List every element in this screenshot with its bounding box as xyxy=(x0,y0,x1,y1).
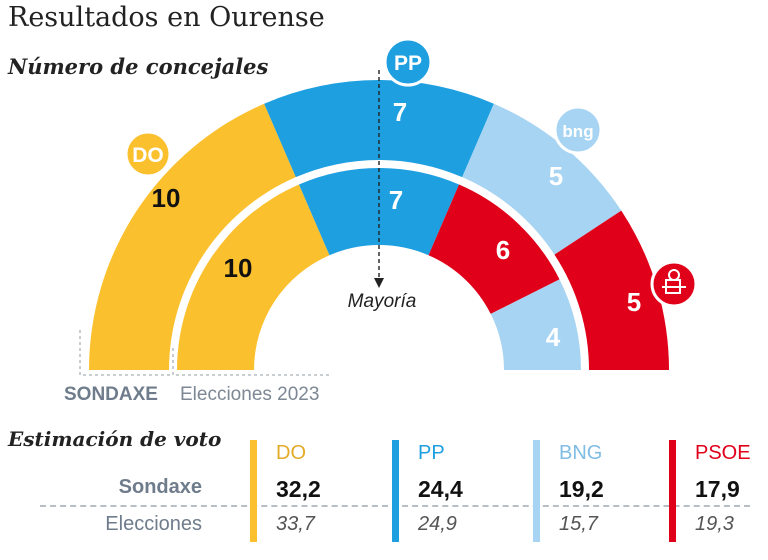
vote-elecciones-do: 33,7 xyxy=(276,513,315,535)
elecciones-seats-do: 10 xyxy=(224,253,253,283)
seats-chart: Mayoría 10 7 5 5 10 7 6 4 DO PP bng xyxy=(64,37,698,405)
inner-arc-layer xyxy=(177,167,581,370)
chart-title: Resultados en Ourense xyxy=(8,2,325,33)
elecciones-seats-pp: 7 xyxy=(389,185,403,215)
vote-party-psoe: PSOE xyxy=(695,442,751,464)
vote-column-pp: PP 24,4 24,9 xyxy=(392,440,463,542)
elecciones-seats-psoe: 6 xyxy=(496,235,510,265)
vote-sondaxe-bng: 19,2 xyxy=(559,476,604,502)
do-logo-text: DO xyxy=(132,144,164,167)
row-label-sondaxe: Sondaxe xyxy=(118,476,202,498)
sondaxe-seats-bng: 5 xyxy=(549,161,563,191)
vote-column-psoe: PSOE 17,9 19,3 xyxy=(669,440,751,542)
elecciones-arc-do xyxy=(177,184,330,370)
vote-party-pp: PP xyxy=(418,442,445,464)
sondaxe-arc-do xyxy=(89,103,296,370)
elecciones-seats-bng: 4 xyxy=(546,322,561,352)
vote-column-do: DO 32,2 33,7 xyxy=(250,440,321,542)
vote-sondaxe-pp: 24,4 xyxy=(418,476,463,502)
do-logo-icon: DO xyxy=(124,130,172,178)
legend-layer: SONDAXE Elecciones 2023 xyxy=(64,384,319,405)
sondaxe-seats-psoe: 5 xyxy=(627,287,641,317)
logo-layer: DO PP bng xyxy=(124,37,698,308)
elecciones-arc-bng xyxy=(490,279,581,370)
sondaxe-seats-do: 10 xyxy=(152,183,181,213)
vote-sondaxe-psoe: 17,9 xyxy=(695,476,740,502)
psoe-logo-icon xyxy=(650,260,698,308)
legend-sondaxe: SONDAXE xyxy=(64,384,158,405)
majority-label: Mayoría xyxy=(348,291,417,312)
vote-column-bng: BNG 19,2 15,7 xyxy=(533,440,604,542)
sondaxe-arc-psoe xyxy=(554,210,669,370)
vote-party-bng: BNG xyxy=(559,442,603,464)
baseline-inner xyxy=(172,348,330,376)
vote-title: Estimación de voto xyxy=(8,427,222,451)
sondaxe-arc-bng xyxy=(462,103,622,255)
vote-elecciones-psoe: 19,3 xyxy=(695,513,734,535)
vote-sondaxe-do: 32,2 xyxy=(276,476,321,502)
baseline-outer xyxy=(79,330,170,376)
elecciones-arc-psoe xyxy=(428,184,560,314)
chart-subtitle: Número de concejales xyxy=(8,54,269,79)
sondaxe-seats-pp: 7 xyxy=(393,97,407,127)
baseline-layer xyxy=(79,330,330,376)
outer-arc-layer xyxy=(89,80,669,370)
row-label-elecciones: Elecciones xyxy=(105,513,202,535)
pp-logo-text: PP xyxy=(394,52,422,75)
vote-elecciones-bng: 15,7 xyxy=(559,513,598,535)
number-layer: 10 7 5 5 10 7 6 4 xyxy=(152,97,642,352)
majority-layer: Mayoría xyxy=(348,70,417,312)
bng-logo-icon: bng xyxy=(553,105,603,155)
pp-logo-icon: PP xyxy=(383,37,433,87)
vote-elecciones-pp: 24,9 xyxy=(418,513,457,535)
majority-arrow xyxy=(374,278,384,288)
legend-elecciones: Elecciones 2023 xyxy=(180,384,319,405)
bng-logo-text: bng xyxy=(562,122,593,141)
vote-party-do: DO xyxy=(276,442,306,464)
